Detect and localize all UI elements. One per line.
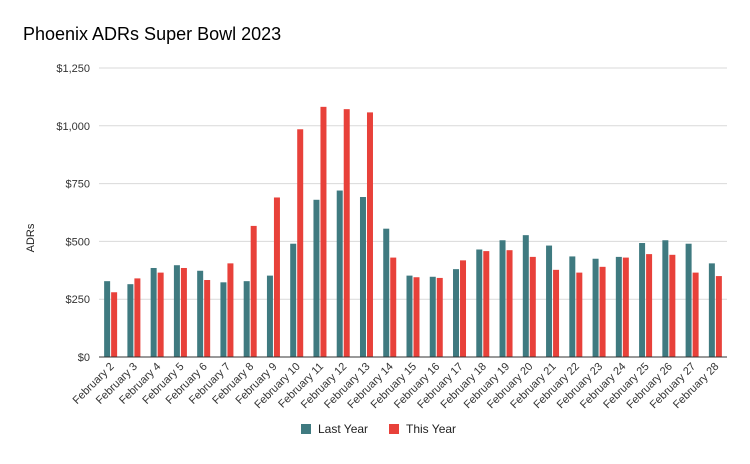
bar-last-year (406, 275, 413, 357)
bar-this-year (297, 129, 304, 357)
bar-last-year (197, 270, 204, 357)
bar-last-year (546, 245, 553, 357)
bar-last-year (453, 269, 460, 357)
y-axis-ticks: $0 $250 $500 $750 $1,000 $1,250 (56, 63, 90, 364)
bar-this-year (390, 257, 397, 357)
bar-last-year (383, 228, 390, 357)
bar-last-year (220, 282, 227, 357)
legend-swatch (389, 424, 399, 434)
bar-this-year (715, 276, 722, 357)
legend-swatch (301, 424, 311, 434)
bar-this-year (227, 263, 234, 357)
bar-this-year (599, 266, 606, 357)
bar-last-year (615, 256, 622, 357)
bar-this-year (250, 225, 257, 357)
bar-last-year (243, 281, 250, 357)
bar-this-year (366, 112, 373, 357)
bar-this-year (506, 250, 513, 357)
y-tick-label: $500 (66, 236, 90, 248)
bar-this-year (273, 197, 280, 357)
gridlines (99, 67, 727, 300)
bar-last-year (522, 235, 529, 357)
bar-this-year (111, 292, 118, 357)
bar-this-year (436, 277, 443, 357)
bar-last-year (104, 281, 111, 357)
bar-this-year (134, 278, 141, 357)
bar-this-year (180, 267, 187, 357)
bars (104, 106, 722, 358)
y-tick-label: $1,250 (56, 63, 90, 75)
y-tick-label: $0 (78, 352, 90, 364)
legend: Last Year This Year (301, 422, 456, 436)
bar-this-year (692, 272, 699, 357)
bar-this-year (157, 272, 164, 357)
bar-last-year (592, 258, 599, 357)
bar-this-year (320, 106, 327, 357)
bar-last-year (336, 190, 343, 357)
y-tick-label: $250 (66, 294, 90, 306)
bar-last-year (708, 263, 715, 357)
bar-last-year (290, 243, 297, 357)
bar-last-year (150, 267, 157, 357)
bar-last-year (639, 243, 646, 357)
legend-label: Last Year (318, 422, 368, 436)
bar-last-year (173, 265, 180, 357)
bar-last-year (499, 240, 506, 357)
bar-this-year (669, 254, 676, 357)
bar-last-year (685, 243, 692, 357)
y-axis-label: ADRs (25, 223, 37, 252)
bar-this-year (204, 280, 211, 357)
bar-last-year (266, 275, 273, 357)
bar-this-year (576, 272, 583, 357)
bar-last-year (476, 249, 483, 357)
chart-title: Phoenix ADRs Super Bowl 2023 (23, 24, 282, 44)
bar-this-year (646, 254, 653, 357)
bar-this-year (460, 260, 467, 357)
bar-this-year (483, 251, 490, 357)
bar-last-year (429, 276, 436, 357)
bar-this-year (343, 109, 350, 358)
bar-last-year (359, 197, 366, 357)
bar-this-year (413, 277, 420, 357)
bar-last-year (569, 256, 576, 357)
bar-last-year (313, 199, 320, 357)
bar-this-year (622, 257, 629, 357)
y-tick-label: $750 (66, 179, 90, 191)
bar-last-year (662, 240, 669, 357)
bar-this-year (553, 269, 560, 357)
legend-label: This Year (406, 422, 456, 436)
bar-last-year (127, 284, 134, 357)
bar-this-year (529, 256, 536, 357)
y-tick-label: $1,000 (56, 121, 90, 133)
